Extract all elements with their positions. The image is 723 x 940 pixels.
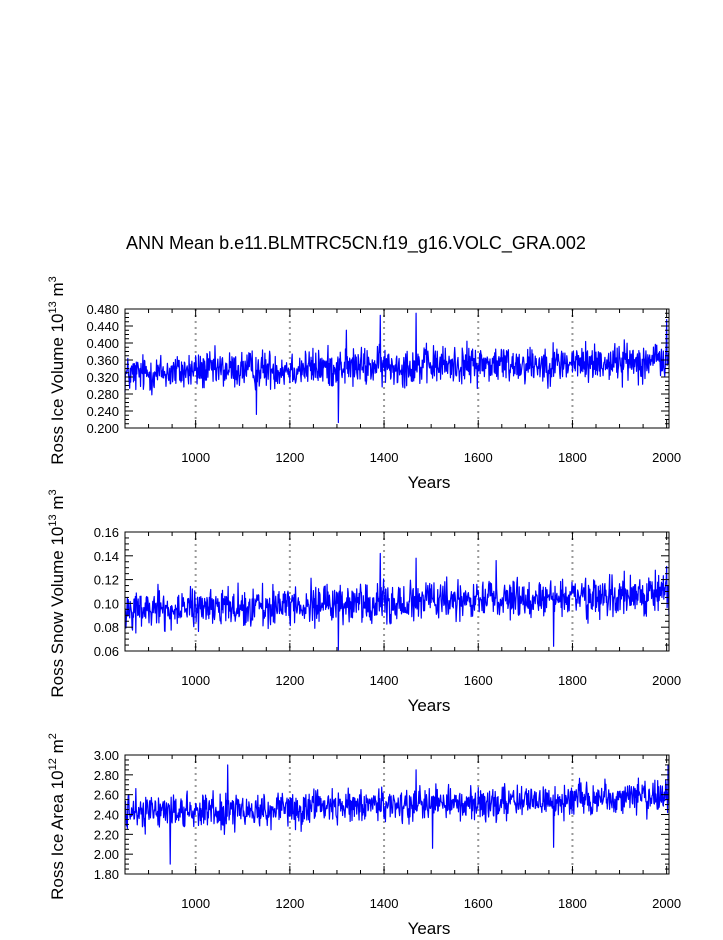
panels: 1000 1200 1400 1600 1800 2000 0.200 0.240 0.280 0…	[47, 276, 681, 938]
y-tick-label: 0.16	[94, 525, 119, 540]
y-tick-label: 0.10	[94, 596, 119, 611]
y-tick-label: 0.320	[86, 370, 119, 385]
x-tick-label-1600: 1600	[464, 896, 493, 911]
y-axis-title-superscript: 2	[47, 733, 59, 739]
figure-title: ANN Mean b.e11.BLMTRC5CN.f19_g16.VOLC_GR…	[126, 233, 586, 254]
y-tick-label: 0.280	[86, 387, 119, 402]
y-tick-label: 1.80	[94, 867, 119, 882]
plot-frame	[124, 531, 670, 652]
x-tick-label-1800: 1800	[558, 450, 587, 465]
y-axis-title-superscript: 3	[47, 276, 59, 282]
y-axis-title-part: m	[48, 739, 67, 758]
y-tick-label: 0.12	[94, 573, 119, 588]
panel-ross-snow-volume: 1000 1200 1400 1600 1800 2000 0.06 0.08 0.10 0.12…	[47, 489, 681, 715]
y-tick-label: 0.240	[86, 404, 119, 419]
y-tick-label: 3.00	[94, 748, 119, 763]
x-tick-label-1400: 1400	[370, 450, 399, 465]
x-tick-label-1200: 1200	[275, 450, 304, 465]
x-tick-label-1400: 1400	[370, 896, 399, 911]
x-axis-title: Years	[408, 696, 451, 715]
panel-ross-ice-volume: 1000 1200 1400 1600 1800 2000 0.200 0.240 0.280 0…	[47, 276, 681, 492]
x-tick-label-2000: 2000	[652, 896, 681, 911]
x-tick-label-2000: 2000	[652, 673, 681, 688]
y-tick-label: 0.400	[86, 336, 119, 351]
y-axis-title-part: Ross Ice Area 10	[48, 770, 67, 899]
y-tick-label: 0.200	[86, 421, 119, 436]
y-axis-title-part: m	[48, 282, 67, 301]
y-tick-label: 0.08	[94, 620, 119, 635]
y-tick-label: 0.06	[94, 644, 119, 659]
y-axis-title: Ross Ice Volume 1013 m3	[47, 276, 67, 464]
series-line-ross-snow-volume	[124, 552, 670, 651]
x-tick-label-1200: 1200	[275, 896, 304, 911]
y-axis-title-part: m	[48, 495, 67, 514]
y-tick-label: 2.20	[94, 827, 119, 842]
x-axis-title: Years	[408, 473, 451, 492]
series-line-ross-ice-volume	[124, 312, 670, 424]
y-tick-label: 0.440	[86, 319, 119, 334]
y-axis-title-superscript: 13	[47, 301, 59, 313]
panel-ross-ice-area: 1000 1200 1400 1600 1800 2000 1.80 2.00 2.20 2.40…	[47, 733, 681, 938]
y-axis-title-superscript: 12	[47, 758, 59, 770]
y-axis-title: Ross Ice Area 1012 m2	[47, 733, 67, 900]
x-tick-label-1600: 1600	[464, 673, 493, 688]
y-axis-title: Ross Snow Volume 1013 m3	[47, 489, 67, 697]
x-tick-label-1200: 1200	[275, 673, 304, 688]
x-tick-label-1800: 1800	[558, 673, 587, 688]
y-axis-title-part: Ross Snow Volume 10	[48, 527, 67, 698]
x-tick-label-1400: 1400	[370, 673, 399, 688]
y-tick-label: 0.360	[86, 353, 119, 368]
y-axis-title-superscript: 3	[47, 489, 59, 495]
x-tick-label-2000: 2000	[652, 450, 681, 465]
y-tick-label: 0.480	[86, 302, 119, 317]
y-tick-label: 2.00	[94, 847, 119, 862]
y-tick-label: 0.14	[94, 549, 119, 564]
x-axis-title: Years	[408, 919, 451, 935]
x-tick-label-1000: 1000	[181, 896, 210, 911]
x-tick-label-1000: 1000	[181, 450, 210, 465]
y-tick-label: 2.80	[94, 768, 119, 783]
y-axis-title-part: Ross Ice Volume 10	[48, 314, 67, 465]
series-line-ross-ice-area	[124, 764, 670, 865]
y-tick-label: 2.60	[94, 788, 119, 803]
y-tick-label: 2.40	[94, 808, 119, 823]
x-tick-label-1800: 1800	[558, 896, 587, 911]
x-tick-label-1600: 1600	[464, 450, 493, 465]
y-axis-title-superscript: 13	[47, 514, 59, 526]
x-tick-label-1000: 1000	[181, 673, 210, 688]
